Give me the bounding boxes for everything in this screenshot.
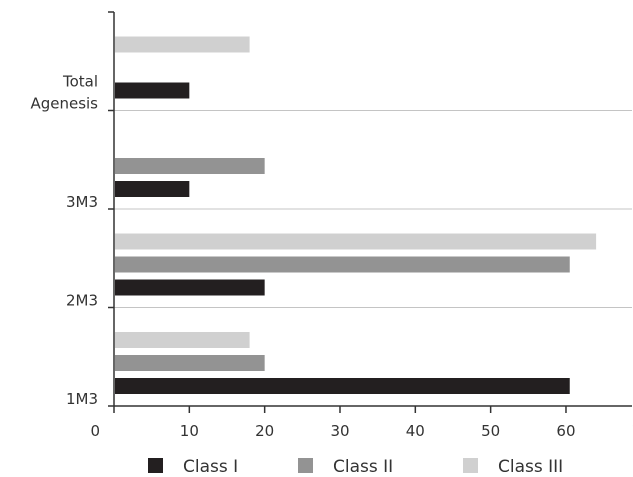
bars <box>115 36 597 394</box>
y-tick-label: 2M3 <box>66 292 98 310</box>
x-tick-label: 60 <box>556 422 575 440</box>
x-axis-ticks: 0 10 20 30 40 50 60 70 <box>90 406 633 440</box>
bar <box>115 355 265 371</box>
bar <box>115 82 190 99</box>
bar <box>115 158 265 174</box>
bar <box>115 332 250 348</box>
legend: Class I Class II Class III <box>148 457 563 477</box>
x-tick-label: 50 <box>481 422 500 440</box>
legend-label: Class III <box>498 457 563 477</box>
y-axis-ticks: 1M3 2M3 3M3 Total Agenesis <box>30 11 114 408</box>
x-tick-label: 40 <box>406 422 425 440</box>
bar <box>115 233 597 250</box>
x-tick-label: 20 <box>255 422 274 440</box>
bar <box>115 378 570 394</box>
x-tick-label: 0 <box>90 422 100 440</box>
x-tick-label: 10 <box>180 422 199 440</box>
y-tick-label: 3M3 <box>66 193 98 211</box>
bar <box>115 256 570 273</box>
legend-swatch <box>298 458 313 473</box>
legend-swatch <box>148 458 163 473</box>
x-tick-label: 30 <box>330 422 349 440</box>
gridlines <box>114 110 632 308</box>
x-tick-label: 70 <box>632 422 633 440</box>
y-tick-label: 1M3 <box>66 390 98 408</box>
y-tick-label: Total Agenesis <box>30 73 98 113</box>
legend-label: Class I <box>183 457 238 477</box>
bar <box>115 181 190 197</box>
bar <box>115 279 265 296</box>
legend-swatch <box>463 458 478 473</box>
legend-label: Class II <box>333 457 393 477</box>
bar <box>115 36 250 53</box>
